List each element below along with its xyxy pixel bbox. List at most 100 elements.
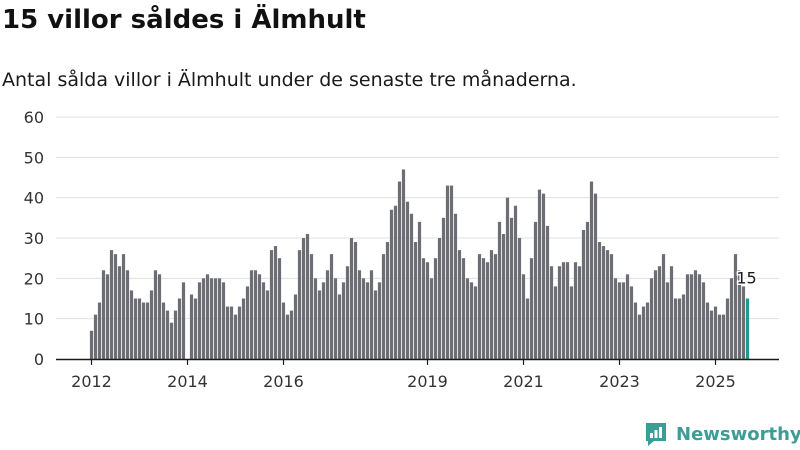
bar	[249, 270, 254, 359]
bar	[673, 298, 678, 359]
bar	[113, 254, 118, 359]
bar	[109, 250, 114, 359]
bar	[145, 302, 150, 359]
bar	[637, 314, 642, 359]
bar	[405, 201, 410, 359]
bar	[413, 242, 418, 359]
bar	[125, 270, 130, 359]
chart-subtitle: Antal sålda villor i Älmhult under de se…	[2, 69, 577, 91]
bar	[441, 217, 446, 359]
bar	[225, 306, 230, 359]
brand-name: Newsworthy	[676, 423, 800, 445]
bar	[209, 278, 214, 359]
bar	[517, 238, 522, 359]
bar	[157, 274, 162, 359]
bar	[201, 278, 206, 359]
bar	[545, 225, 550, 359]
x-tick-label: 2025	[695, 372, 736, 391]
bar	[189, 294, 194, 359]
bar	[169, 322, 174, 359]
bar	[533, 221, 538, 359]
bar	[625, 274, 630, 359]
y-tick-label: 40	[24, 189, 44, 208]
bar	[381, 254, 386, 359]
bar	[601, 246, 606, 359]
bar	[177, 298, 182, 359]
bar	[617, 282, 622, 359]
bar	[421, 258, 426, 359]
bar	[493, 254, 498, 359]
bar	[573, 262, 578, 359]
bar	[549, 266, 554, 359]
bar	[557, 266, 562, 359]
bar	[453, 213, 458, 359]
bar	[685, 274, 690, 359]
bar	[245, 286, 250, 359]
bar	[697, 274, 702, 359]
bar	[641, 306, 646, 359]
bar	[553, 286, 558, 359]
bar	[293, 294, 298, 359]
bar	[417, 221, 422, 359]
highlight-value-label: 15	[736, 269, 756, 288]
bar	[461, 258, 466, 359]
bar	[97, 302, 102, 359]
bar	[629, 286, 634, 359]
bar	[569, 286, 574, 359]
bar	[365, 282, 370, 359]
bar	[585, 221, 590, 359]
bar	[161, 302, 166, 359]
bar	[253, 270, 258, 359]
bar	[361, 278, 366, 359]
bar	[141, 302, 146, 359]
bar	[505, 197, 510, 359]
y-tick-label: 20	[24, 269, 44, 288]
bar	[321, 282, 326, 359]
bar	[341, 282, 346, 359]
bar	[681, 294, 686, 359]
bar	[393, 205, 398, 359]
bar	[437, 238, 442, 359]
bar	[525, 298, 530, 359]
x-tick-label: 2014	[167, 372, 208, 391]
bar	[129, 290, 134, 359]
bar	[485, 262, 490, 359]
bar	[229, 306, 234, 359]
bar	[213, 278, 218, 359]
bar	[117, 266, 122, 359]
bar	[257, 274, 262, 359]
bar	[265, 290, 270, 359]
bar	[373, 290, 378, 359]
bar	[693, 270, 698, 359]
bar	[325, 270, 330, 359]
bar	[269, 250, 274, 359]
bar	[205, 274, 210, 359]
bar	[121, 254, 126, 359]
bar	[165, 310, 170, 359]
bar	[581, 229, 586, 359]
bar	[329, 254, 334, 359]
bar	[653, 270, 658, 359]
bar	[537, 189, 542, 359]
bar	[425, 262, 430, 359]
bar	[353, 242, 358, 359]
bar	[457, 250, 462, 359]
bar	[469, 282, 474, 359]
bar	[565, 262, 570, 359]
bar	[261, 282, 266, 359]
bar	[737, 270, 742, 359]
bar	[521, 274, 526, 359]
bar	[445, 185, 450, 359]
bar	[409, 213, 414, 359]
bar	[605, 250, 610, 359]
bar	[725, 298, 730, 359]
bar	[317, 290, 322, 359]
bar	[301, 238, 306, 359]
bar	[93, 314, 98, 359]
bar	[237, 306, 242, 359]
bar	[181, 282, 186, 359]
bar	[345, 266, 350, 359]
newsworthy-logo: Newsworthy	[644, 420, 800, 448]
bar	[649, 278, 654, 359]
bar	[513, 205, 518, 359]
